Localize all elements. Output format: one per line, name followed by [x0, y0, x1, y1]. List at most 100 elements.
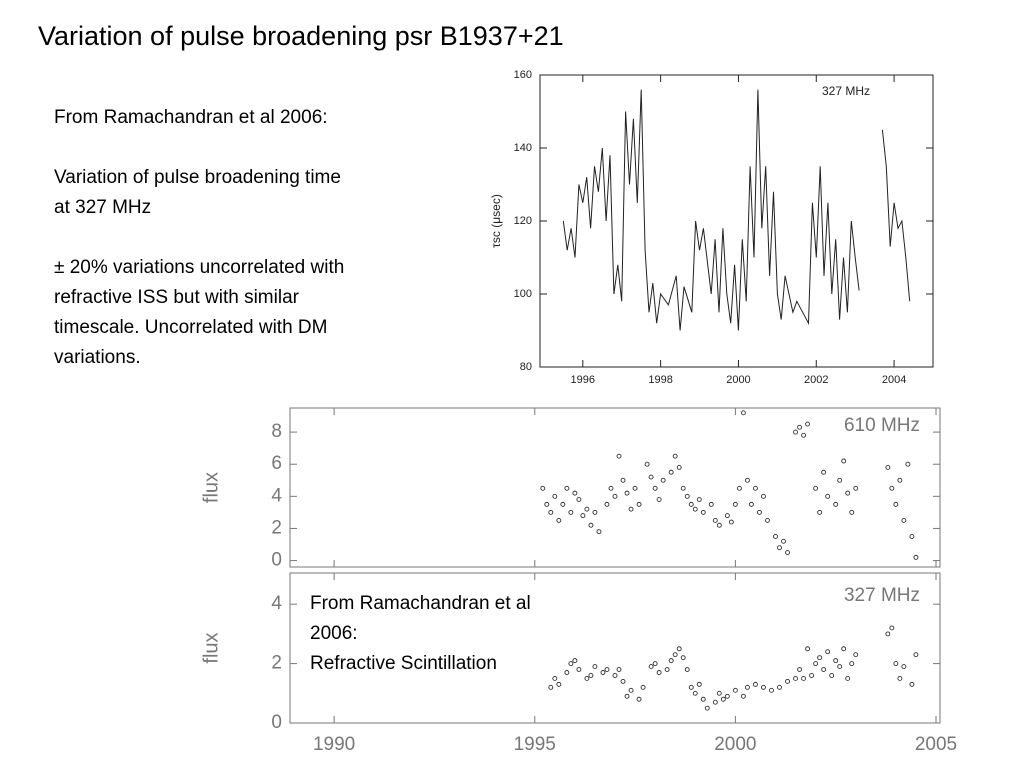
data-point — [777, 545, 782, 551]
data-point — [692, 690, 698, 696]
annotation: 327 MHz — [822, 84, 870, 98]
data-point — [837, 477, 843, 483]
note-line: ± 20% variations uncorrelated with — [54, 257, 344, 278]
data-point — [652, 485, 658, 491]
data-point — [769, 687, 774, 693]
data-point — [552, 493, 558, 499]
data-point — [853, 485, 859, 491]
data-point — [813, 661, 819, 667]
data-point — [833, 658, 839, 664]
data-point — [777, 684, 782, 690]
data-point — [740, 693, 746, 699]
data-point — [817, 509, 823, 515]
data-point — [608, 485, 614, 491]
data-point — [668, 658, 674, 664]
data-point — [845, 675, 851, 681]
data-point — [913, 554, 919, 560]
data-point — [584, 506, 590, 512]
annotation: 610 MHz — [844, 415, 920, 436]
data-point — [656, 670, 662, 675]
data-point — [656, 497, 662, 502]
data-point — [716, 522, 722, 528]
y-tick-label: 120 — [514, 215, 532, 227]
data-point — [640, 684, 646, 690]
data-point — [680, 485, 686, 491]
note-line: From Ramachandran et al 2006: — [54, 107, 328, 128]
data-point — [576, 497, 582, 502]
data-point — [632, 485, 638, 491]
data-point — [821, 667, 827, 672]
data-point — [785, 678, 790, 684]
data-point — [660, 477, 666, 483]
data-point — [592, 664, 598, 670]
note-line: variations. — [54, 347, 141, 368]
note-line: at 327 MHz — [54, 197, 151, 218]
data-point — [592, 509, 598, 515]
data-point — [672, 652, 678, 658]
data-point — [596, 529, 602, 535]
x-tick-label: 1998 — [648, 374, 672, 386]
data-point — [696, 497, 702, 502]
caption-line: From Ramachandran et al — [310, 593, 531, 614]
y-tick-label: 80 — [520, 361, 532, 373]
data-point — [841, 646, 847, 652]
data-point — [688, 684, 694, 690]
data-point — [744, 684, 750, 690]
y-tick-label: 2 — [271, 653, 282, 674]
y-tick-label: 8 — [271, 421, 282, 442]
data-point — [544, 501, 550, 507]
x-tick-label: 2002 — [804, 374, 828, 386]
data-point — [648, 664, 654, 670]
y-axis-label: flux — [200, 632, 222, 663]
x-tick-label: 2000 — [714, 734, 756, 755]
data-point — [556, 681, 562, 687]
data-point — [740, 410, 746, 416]
data-point — [793, 429, 799, 435]
x-tick-label: 2000 — [726, 374, 750, 386]
x-tick-label: 2004 — [882, 374, 906, 386]
data-point — [600, 670, 606, 675]
data-point — [825, 493, 831, 499]
data-point — [781, 538, 786, 544]
data-point — [624, 490, 630, 496]
data-point — [801, 675, 807, 681]
data-point — [616, 667, 622, 672]
data-point — [564, 485, 570, 491]
y-tick-label: 0 — [271, 550, 282, 571]
data-point — [708, 501, 714, 507]
data-point — [676, 464, 682, 470]
y-axis-label: flux — [200, 472, 222, 503]
data-point — [897, 675, 903, 681]
data-point — [752, 485, 758, 491]
data-point — [805, 421, 811, 427]
y-axis-label: τsc (μsec) — [489, 194, 503, 248]
data-point — [756, 509, 762, 515]
data-point — [684, 667, 690, 672]
data-point — [628, 687, 634, 693]
data-point — [684, 493, 690, 499]
data-point — [821, 469, 827, 475]
data-point — [901, 664, 907, 670]
data-point — [636, 696, 642, 702]
data-point — [765, 517, 770, 523]
x-tick-label: 1995 — [514, 734, 556, 755]
data-point — [652, 661, 658, 667]
data-point — [716, 690, 722, 696]
data-point — [829, 673, 835, 678]
y-tick-label: 100 — [514, 288, 532, 300]
data-point — [897, 477, 903, 483]
data-point — [837, 664, 843, 670]
data-point — [748, 501, 754, 507]
data-point — [676, 646, 682, 652]
data-point — [688, 501, 694, 507]
data-point — [736, 485, 742, 491]
data-point — [849, 509, 855, 515]
data-point — [813, 485, 819, 491]
data-point — [700, 509, 706, 515]
data-point — [620, 678, 626, 684]
data-point — [644, 461, 650, 467]
plot-frame — [289, 407, 941, 568]
y-tick-label: 2 — [271, 517, 282, 538]
data-point — [849, 661, 855, 667]
data-point — [905, 461, 911, 467]
